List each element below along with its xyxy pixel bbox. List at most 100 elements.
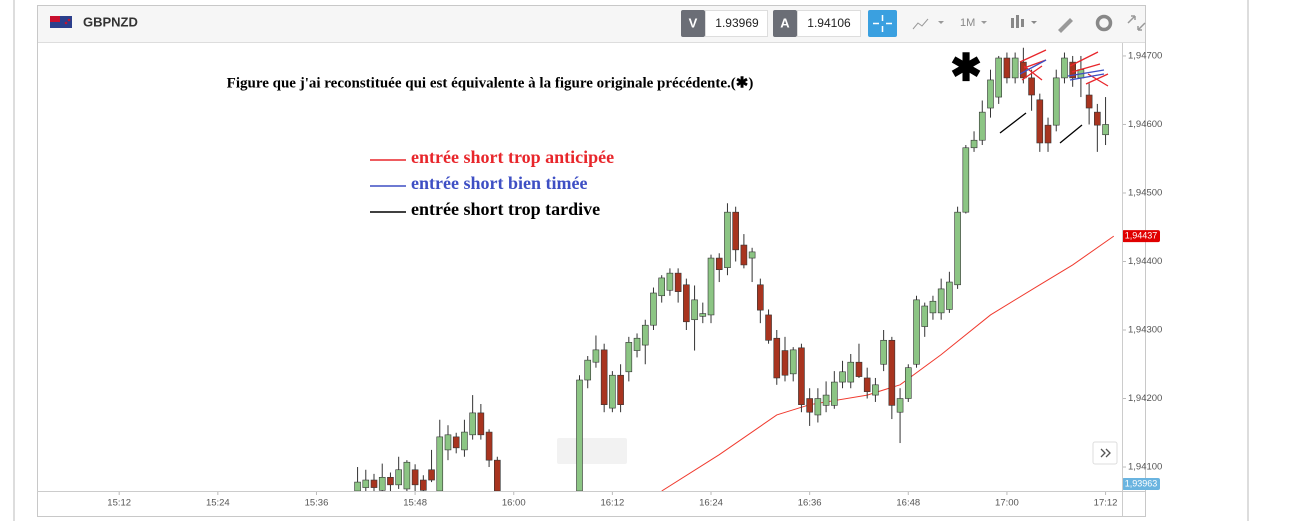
sell-price-box[interactable] [705, 10, 768, 37]
candle [872, 377, 879, 402]
candle-body [995, 57, 1003, 98]
toolbar [38, 6, 1145, 42]
candle [929, 295, 937, 320]
buy-price-box[interactable] [797, 10, 861, 37]
candle [362, 469, 370, 491]
candle-body [748, 251, 756, 259]
candle-body [420, 479, 427, 491]
candle [954, 206, 961, 289]
candle [946, 271, 953, 313]
candle-body [863, 377, 871, 392]
candle-body [831, 381, 838, 406]
candle-body [707, 257, 715, 316]
settings-button[interactable] [1095, 14, 1113, 32]
candle-body [387, 476, 394, 486]
candle [855, 343, 863, 378]
candle [444, 425, 452, 461]
candle [592, 335, 600, 368]
x-tick-label: 16:24 [699, 498, 723, 509]
candle [781, 336, 789, 382]
price-marker-label: 1,94437 [1125, 231, 1158, 241]
candle [707, 254, 715, 324]
candle [1044, 117, 1052, 152]
candle-body [600, 349, 608, 405]
plot: 1,94100 1,94200 1,94300 1,94400 1,94500 1,946… [107, 47, 1162, 509]
candle [691, 285, 698, 351]
candle-body [839, 371, 846, 383]
x-tick-label: 17:00 [995, 498, 1019, 509]
sell-button[interactable] [681, 10, 705, 37]
candle-body [1102, 124, 1109, 136]
candle-body [872, 384, 879, 396]
candle [715, 253, 723, 283]
y-tick-label: 1,94500 [1128, 187, 1162, 198]
candle-body [880, 339, 887, 365]
candle [978, 100, 986, 146]
candle-body [1069, 61, 1076, 79]
candle [1094, 103, 1101, 152]
candle-body [395, 469, 402, 486]
x-tick-label: 15:48 [403, 498, 427, 509]
candle [485, 429, 493, 468]
candle-body [477, 412, 485, 436]
overlay-placeholder [557, 438, 627, 464]
candle-body [781, 350, 789, 376]
candle-body [798, 347, 805, 405]
sell-label: V [689, 15, 698, 30]
candle [880, 330, 887, 372]
candle-body [1028, 77, 1035, 96]
candle-body [896, 398, 904, 413]
candle-body [970, 139, 978, 149]
y-tick-label: 1,94300 [1128, 325, 1162, 336]
candle-body [633, 337, 641, 351]
y-tick-label: 1,94600 [1128, 119, 1162, 130]
candle-body [789, 349, 797, 375]
candle [477, 403, 485, 440]
candle [387, 472, 394, 491]
candle-body [946, 281, 953, 310]
legend-label: entrée short trop anticipée [411, 147, 614, 167]
candle-body [494, 459, 501, 491]
candle [789, 347, 797, 382]
candle [469, 395, 476, 440]
series-layer [354, 47, 1115, 491]
bid-marker [1122, 478, 1160, 490]
timeframe[interactable]: 1M [960, 17, 975, 29]
candle-body [674, 272, 682, 292]
candle-body [650, 292, 657, 326]
scroll-button[interactable] [1092, 441, 1118, 465]
candle-body [962, 147, 970, 213]
candle-body [847, 361, 855, 383]
candle [395, 456, 402, 489]
candle [806, 388, 813, 426]
candle-style-button[interactable] [1011, 15, 1037, 28]
chart-type-button[interactable] [912, 18, 944, 30]
candle [831, 371, 838, 409]
crosshair-button[interactable] [868, 10, 897, 37]
candle [428, 449, 435, 483]
candle-body [436, 436, 444, 491]
candle [970, 131, 978, 152]
candle [896, 388, 904, 444]
y-tick-label: 1,94400 [1128, 256, 1162, 267]
fullscreen-button[interactable] [1127, 15, 1146, 31]
candle-body [1011, 57, 1019, 79]
candle-body [658, 277, 665, 297]
buy-button[interactable] [773, 10, 797, 37]
candle-body [428, 469, 435, 481]
x-tick-label: 17:12 [1094, 498, 1118, 509]
candle [987, 69, 994, 118]
draw-tool-button[interactable] [1058, 18, 1073, 33]
candle [625, 336, 633, 382]
candle [1052, 69, 1060, 132]
candle [921, 302, 929, 337]
candle [732, 206, 739, 262]
candle [600, 343, 608, 413]
candle [403, 460, 411, 491]
candle-body [757, 284, 764, 311]
candle [666, 268, 674, 296]
candle [765, 309, 772, 344]
candle [757, 278, 764, 324]
candle [674, 268, 682, 303]
